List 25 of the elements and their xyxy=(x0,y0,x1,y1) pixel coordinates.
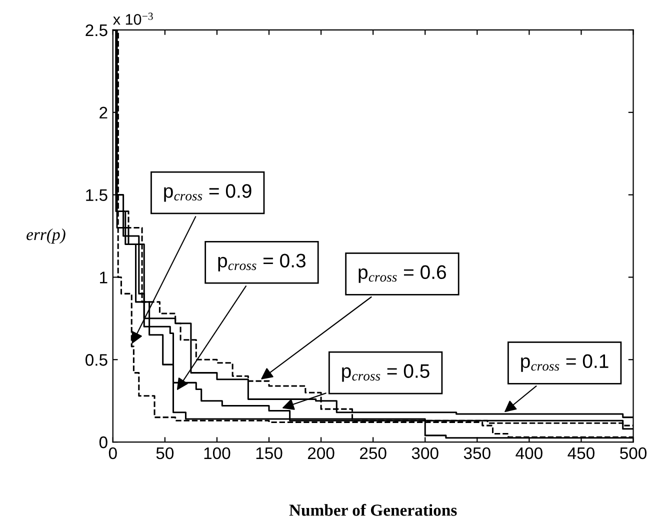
text: x 10$^{−3}$ xyxy=(113,12,153,25)
x-axis-title: Number of Generations xyxy=(289,504,457,516)
annotation: p$_{cross}$ = 0.9 xyxy=(164,184,252,202)
annotation: p$_{cross}$ = 0.6 xyxy=(358,265,446,283)
x-tick-label: 500 xyxy=(620,447,647,460)
x-tick-label: 0 xyxy=(108,447,117,460)
y-tick-label: 0.5 xyxy=(86,354,108,366)
x-tick-label: 200 xyxy=(308,447,334,460)
x-tick-label: 100 xyxy=(204,447,230,460)
annotation: p$_{cross}$ = 0.3 xyxy=(218,254,306,272)
x-tick-label: 50 xyxy=(156,447,174,460)
x-tick-label: 350 xyxy=(464,447,490,460)
y-axis-title: err(p) xyxy=(26,228,66,244)
y-tick-label: 0 xyxy=(99,436,108,448)
y-tick-label: 2.5 xyxy=(86,24,108,36)
annotation: p$_{cross}$ = 0.1 xyxy=(521,354,608,372)
x-tick-label: 300 xyxy=(412,447,438,460)
x-tick-label: 250 xyxy=(360,447,386,460)
x-tick-label: 150 xyxy=(256,447,282,460)
y-tick-label: 2 xyxy=(100,106,108,118)
y-tick-label: 1 xyxy=(100,272,108,284)
y-tick-label: 1.5 xyxy=(86,189,108,202)
x-tick-label: 450 xyxy=(568,447,594,460)
x-tick-label: 400 xyxy=(516,447,542,460)
annotation: p$_{cross}$ = 0.5 xyxy=(342,364,430,382)
